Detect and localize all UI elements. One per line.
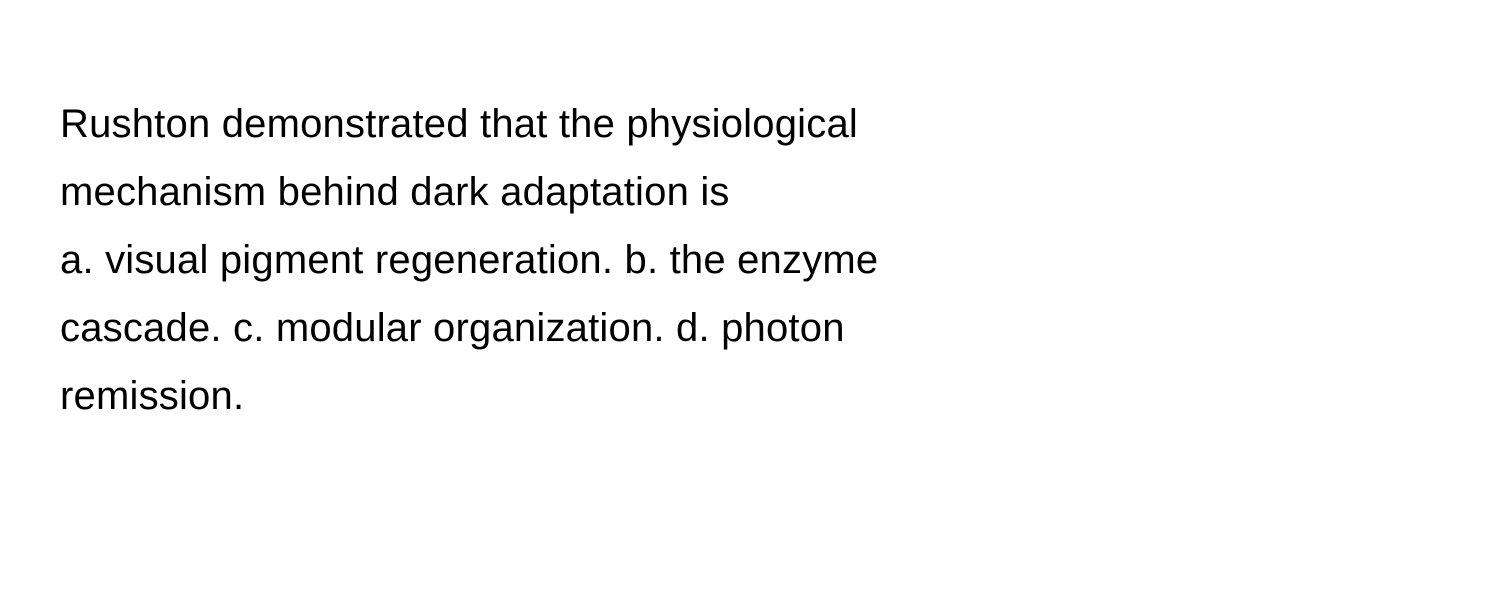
question-options-line-1: a. visual pigment regeneration. b. the e… [60, 226, 1040, 294]
question-options-line-2: cascade. c. modular organization. d. pho… [60, 294, 1040, 362]
question-stem-line-2: mechanism behind dark adaptation is [60, 158, 1040, 226]
question-block: Rushton demonstrated that the physiologi… [0, 0, 1100, 490]
question-stem-line-1: Rushton demonstrated that the physiologi… [60, 90, 1040, 158]
question-options-line-3: remission. [60, 362, 1040, 430]
